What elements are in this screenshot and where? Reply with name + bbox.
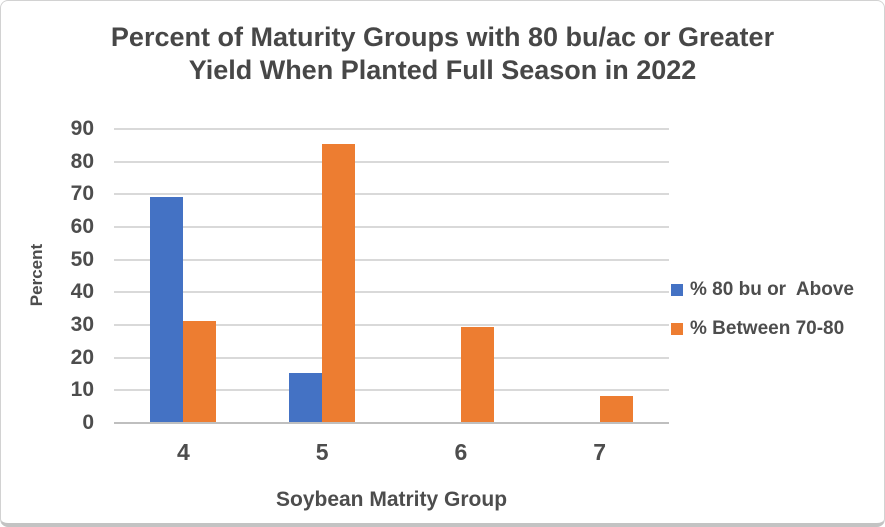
y-tick-label: 90 bbox=[70, 117, 94, 140]
gridline bbox=[114, 356, 669, 359]
y-tick-label: 80 bbox=[70, 149, 94, 173]
plot-area bbox=[114, 128, 669, 424]
x-axis-title: Soybean Matrity Group bbox=[275, 488, 508, 511]
bar-series1-mg6 bbox=[460, 327, 494, 422]
bar-series1-mg7 bbox=[599, 395, 633, 422]
x-category-label-5: 5 bbox=[315, 439, 329, 465]
chart-title: Percent of Maturity Groups with 80 bu/ac… bbox=[1, 21, 884, 87]
gridline bbox=[114, 291, 669, 294]
bar-series0-mg5 bbox=[289, 373, 323, 422]
bar-series0-mg4 bbox=[150, 196, 184, 422]
y-tick-label: 60 bbox=[70, 215, 94, 238]
y-tick-label: 70 bbox=[70, 182, 94, 206]
legend: % 80 bu or Above % Between 70-80 bbox=[671, 277, 854, 355]
gridline bbox=[114, 258, 669, 261]
legend-entry-0: % 80 bu or Above bbox=[671, 277, 854, 303]
y-tick-label: 40 bbox=[70, 280, 94, 304]
y-tick-label: 50 bbox=[70, 247, 94, 271]
bar-series1-mg5 bbox=[322, 144, 356, 422]
legend-entry-1: % Between 70-80 bbox=[671, 316, 854, 342]
gridline bbox=[114, 128, 669, 130]
y-tick-label: 20 bbox=[70, 345, 94, 369]
y-tick-label: 10 bbox=[70, 378, 94, 402]
y-axis-title: Percent bbox=[27, 243, 46, 307]
legend-label: % 80 bu or Above bbox=[690, 279, 854, 300]
legend-swatch-icon bbox=[671, 284, 683, 296]
gridline bbox=[114, 226, 669, 228]
x-category-label-7: 7 bbox=[593, 439, 607, 465]
gridline bbox=[114, 389, 669, 392]
y-tick-label: 0 bbox=[82, 411, 94, 434]
x-category-label-6: 6 bbox=[454, 439, 468, 465]
gridline bbox=[114, 160, 669, 163]
chart-title-line-1: Percent of Maturity Groups with 80 bu/ac… bbox=[110, 22, 775, 52]
y-tick-label: 30 bbox=[70, 313, 94, 336]
gridline bbox=[114, 324, 669, 326]
legend-swatch-icon bbox=[671, 323, 683, 335]
legend-label: % Between 70-80 bbox=[690, 318, 845, 339]
chart-title-line-2: Yield When Planted Full Season in 2022 bbox=[188, 55, 697, 85]
gridline bbox=[114, 193, 669, 196]
bar-series1-mg4 bbox=[183, 320, 217, 422]
x-category-label-4: 4 bbox=[176, 439, 190, 465]
x-axis-line bbox=[114, 422, 669, 424]
